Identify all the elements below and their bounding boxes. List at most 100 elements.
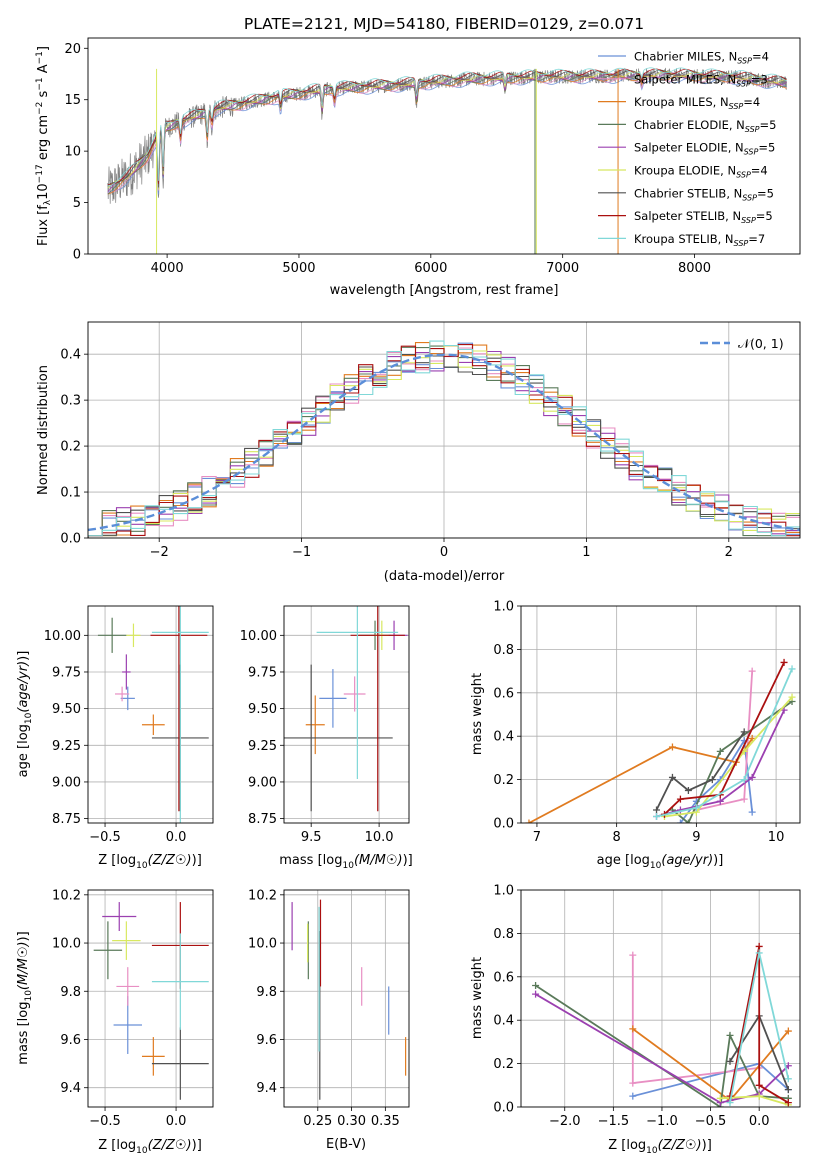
y-tick-label: 0.1 [60,486,81,501]
y-tick-label: 9.25 [248,739,277,754]
label-part: age [ [597,853,630,868]
y-tick-label: 10.2 [52,888,81,903]
weight-marker-s_elodie [780,706,788,714]
label-part: log [323,853,343,868]
weight-marker-k_elodie [755,1092,763,1100]
model-spectrum-k_stelib [107,67,787,187]
grid [521,606,800,823]
x-tick-label: −1.5 [598,1114,630,1129]
y-tick-label: 9.50 [52,702,81,717]
label-part: age [ [16,744,31,777]
y-tick-label: 9.8 [256,985,277,1000]
weight-line-s_elodie [535,993,789,1104]
weight-marker-c_elodie [532,981,540,989]
x-tick-label: 0.0 [749,1114,770,1129]
y-label-part: A [36,64,51,77]
legend-subscript: SSP [744,148,759,157]
x-axis-label: Z [log10(Z/Z☉))] [98,853,202,871]
legend-label-k_miles: Kroupa MILES, NSSP=4 [634,95,760,111]
legend-value: =3 [751,72,768,86]
x-tick-label: 7000 [546,261,579,276]
legend-text: Kroupa ELODIE, N [634,164,736,178]
y-tick-label: 0.2 [493,773,514,788]
plot-area [88,606,213,823]
weight-marker-k_miles [668,743,676,751]
x-tick-label: 5000 [282,261,315,276]
observed-spectrum-line [107,67,787,204]
label-part: (M/M☉) [16,941,31,990]
x-tick-label: −1 [292,545,311,560]
label-part: (Z/Z☉) [658,1138,702,1153]
grid [521,890,800,1107]
weight-marker-c_miles [629,1092,637,1100]
label-part: 10 [136,1146,148,1156]
label-part: )] [403,853,413,868]
legend-subscript: SSP [736,171,751,180]
plot-area [284,890,409,1107]
weight-marker-k_stelib [755,949,763,957]
weight-marker-s_stelib [780,658,788,666]
y-tick-label: 0.4 [60,348,81,363]
y-tick-label: 9.8 [60,985,81,1000]
weight-marker-k_elodie [788,693,796,701]
y-label-part: −17 [35,164,45,183]
x-tick-label: 0.30 [337,1114,366,1129]
y-tick-label: 1.0 [493,600,514,615]
axes-mass_vs_z: −0.5 0.0 9.4 9.6 9.8 10.0 10.2 [52,888,214,1129]
label-part: )] [192,853,202,868]
legend-label-k_stelib: Kroupa STELIB, NSSP=7 [634,232,765,248]
x-tick-label: 8000 [678,261,711,276]
weight-marker-s_miles [629,1079,637,1087]
legend-value: =4 [751,164,768,178]
label-part: 10 [646,1146,658,1156]
x-tick-label: 0 [440,545,448,560]
legend-subscript: SSP [729,102,744,111]
label-part: 10 [24,712,34,724]
weight-marker-k_miles [629,1025,637,1033]
model-spectrum-s_stelib [107,68,787,186]
grid [284,606,409,823]
y-tick-label: 10.00 [240,629,277,644]
x-axis-label: E(B-V) [326,1137,366,1152]
y-tick-label: 9.4 [256,1081,277,1096]
y-tick-label: 0.6 [493,970,514,985]
weight-marker-k_stelib [726,1099,734,1107]
grid [88,606,213,823]
y-label-part: ] [36,46,51,51]
legend-label-s_miles: Salpeter MILES, NSSP=3 [634,72,768,88]
label-part: Z [ [98,1138,116,1153]
weight-marker-s_miles [740,795,748,803]
x-tick-label: −0.5 [89,830,121,845]
y-tick-label: 15 [64,93,81,108]
label-part: 10 [24,990,34,1002]
weight-marker-c_stelib [668,773,676,781]
weight-marker-c_stelib [684,786,692,794]
x-tick-label: −0.5 [695,1114,727,1129]
weight-marker-c_miles [748,808,756,816]
y-tick-label: 9.6 [256,1033,277,1048]
y-tick-label: 10 [64,145,81,160]
weight-marker-c_elodie [684,819,692,823]
x-tick-label: 10.0 [365,830,394,845]
weight-marker-c_stelib [708,776,716,784]
legend-text: Chabrier STELIB, N [634,186,742,200]
weight-marker-s_stelib [676,795,684,803]
axes-frame [87,889,214,1108]
label-part: log [116,1138,136,1153]
y-tick-label: 0.0 [493,1101,514,1116]
axes-spectrum: 4000 5000 6000 7000 8000 0 5 10 15 20 [64,37,801,276]
label-part: log [630,853,650,868]
weight-marker-s_stelib [784,1099,792,1107]
plot-area [521,890,800,1107]
x-tick-label: 6000 [414,261,447,276]
legend-text: Chabrier ELODIE, N [634,118,745,132]
legend-subscript: SSP [736,79,751,88]
label-part: Z [ [98,853,116,868]
weight-marker-s_stelib [755,942,763,950]
legend-text: Chabrier MILES, N [634,50,737,64]
x-tick-label: 1 [582,545,590,560]
label-part: log [16,724,31,744]
weight-marker-k_stelib [784,1075,792,1083]
y-tick-label: 9.75 [52,665,81,680]
